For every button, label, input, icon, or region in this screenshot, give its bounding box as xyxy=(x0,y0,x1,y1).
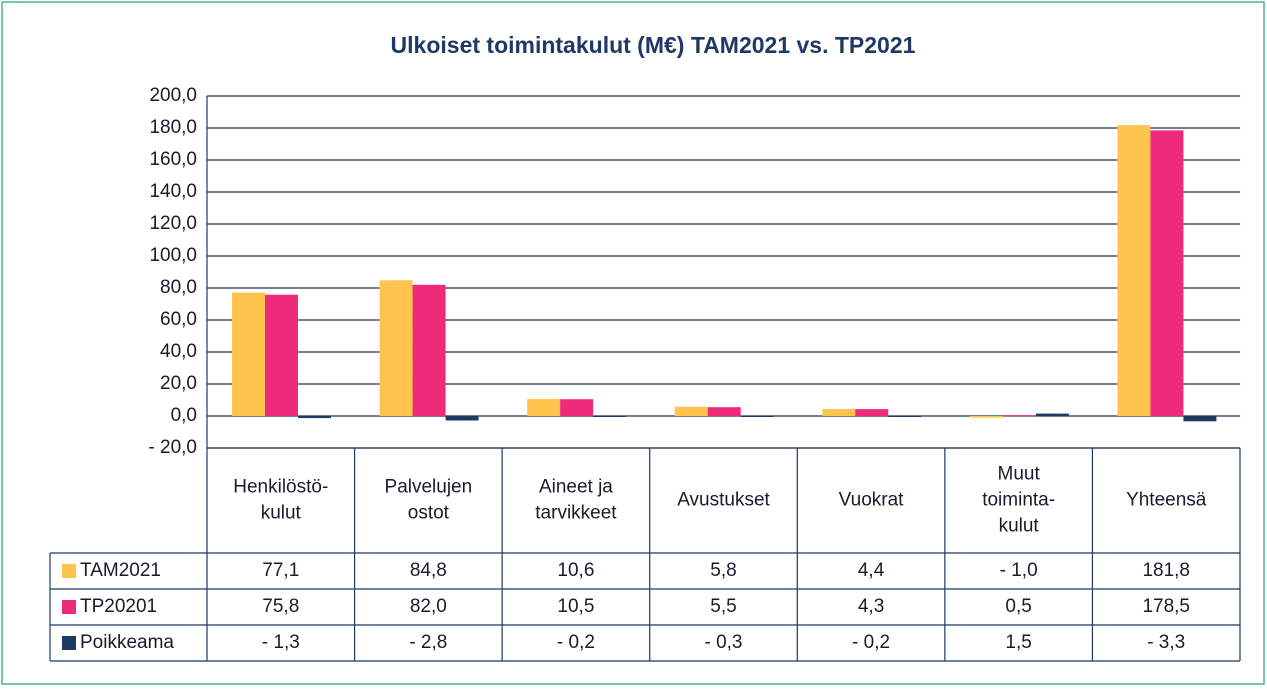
x-tick-label: Palvelujen xyxy=(385,477,473,498)
legend-label: Poikkeama xyxy=(80,632,174,653)
bar xyxy=(1150,130,1184,416)
data-label: 84,8 xyxy=(410,560,447,581)
bar xyxy=(855,409,889,416)
bar xyxy=(674,406,708,416)
bar xyxy=(265,294,298,416)
bar xyxy=(969,416,1003,418)
x-tick-label: kulut xyxy=(261,503,302,524)
x-tick-label: ostot xyxy=(408,503,450,524)
data-label: - 0,2 xyxy=(852,632,890,653)
data-label: 5,5 xyxy=(710,596,736,617)
bar xyxy=(1035,413,1069,416)
data-label: 181,8 xyxy=(1142,560,1190,581)
y-tick-label: 140,0 xyxy=(149,181,197,202)
data-label: 75,8 xyxy=(262,596,299,617)
data-label: 82,0 xyxy=(410,596,447,617)
y-tick-label: 80,0 xyxy=(160,277,197,298)
data-label: 10,5 xyxy=(557,596,594,617)
x-tick-label: Yhteensä xyxy=(1126,490,1207,511)
y-tick-label: 180,0 xyxy=(149,117,197,138)
legend-swatch xyxy=(62,636,76,650)
x-tick-label: Aineet ja xyxy=(539,477,613,498)
data-label: - 2,8 xyxy=(409,632,447,653)
legend-label: TP20201 xyxy=(80,596,157,617)
data-label: 4,3 xyxy=(858,596,884,617)
y-tick-label: 20,0 xyxy=(160,373,197,394)
y-tick-label: 40,0 xyxy=(160,341,197,362)
x-tick-label: Vuokrat xyxy=(839,490,904,511)
x-tick-label: tarvikkeet xyxy=(535,503,617,524)
bar xyxy=(822,408,856,416)
bar xyxy=(1002,415,1036,417)
bar xyxy=(560,399,594,416)
bar xyxy=(593,416,627,417)
data-label: - 3,3 xyxy=(1147,632,1185,653)
y-tick-label: 100,0 xyxy=(149,245,197,266)
x-tick-label: Henkilöstö- xyxy=(233,477,328,498)
bar xyxy=(527,399,561,416)
x-tick-label: kulut xyxy=(999,516,1040,537)
data-label: - 1,0 xyxy=(1000,560,1038,581)
x-tick-label: Avustukset xyxy=(677,490,770,511)
bar xyxy=(445,416,479,421)
y-tick-label: 200,0 xyxy=(149,85,197,106)
bar xyxy=(1183,416,1217,422)
y-tick-label: 60,0 xyxy=(160,309,197,330)
data-label: 1,5 xyxy=(1005,632,1031,653)
y-tick-label: 160,0 xyxy=(149,149,197,170)
bar xyxy=(298,416,331,419)
x-tick-label: toiminta- xyxy=(982,490,1055,511)
y-tick-label: 120,0 xyxy=(149,213,197,234)
chart-title: Ulkoiset toimintakulut (M€) TAM2021 vs. … xyxy=(391,32,916,58)
bar xyxy=(412,284,446,416)
data-label: 77,1 xyxy=(262,560,299,581)
bar xyxy=(707,407,741,416)
data-label: - 0,2 xyxy=(557,632,595,653)
legend-swatch xyxy=(62,600,76,614)
data-label: 5,8 xyxy=(710,560,736,581)
y-tick-label: 0,0 xyxy=(171,405,197,426)
data-label: - 1,3 xyxy=(262,632,300,653)
data-label: 178,5 xyxy=(1142,596,1190,617)
y-tick-label: - 20,0 xyxy=(148,437,197,458)
data-label: - 0,3 xyxy=(704,632,742,653)
data-label: 4,4 xyxy=(858,560,885,581)
legend-label: TAM2021 xyxy=(80,560,161,581)
x-tick-label: Muut xyxy=(998,464,1041,485)
bar xyxy=(1117,125,1151,417)
bar xyxy=(888,416,922,417)
bar xyxy=(379,280,413,416)
bar xyxy=(232,292,265,416)
bar xyxy=(740,416,774,417)
data-label: 10,6 xyxy=(557,560,594,581)
data-label: 0,5 xyxy=(1005,596,1031,617)
legend-swatch xyxy=(62,564,76,578)
